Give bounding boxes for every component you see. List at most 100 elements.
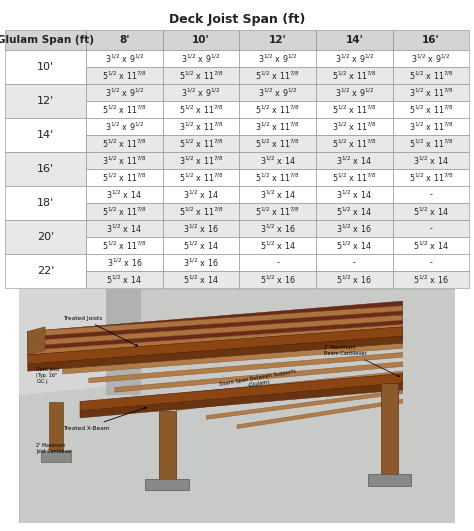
Bar bbox=[239, 254, 316, 271]
Bar bbox=[316, 84, 392, 101]
Polygon shape bbox=[41, 334, 403, 365]
Bar bbox=[392, 203, 469, 220]
Bar bbox=[5, 220, 86, 254]
Bar bbox=[163, 152, 239, 169]
Text: Beam Span Between Supports
(Glulam): Beam Span Between Supports (Glulam) bbox=[219, 369, 298, 393]
Bar bbox=[86, 152, 163, 169]
Bar bbox=[163, 203, 239, 220]
Bar bbox=[392, 237, 469, 254]
Bar bbox=[239, 30, 316, 50]
Polygon shape bbox=[27, 306, 403, 337]
Text: 3$^{1/2}$ x 14: 3$^{1/2}$ x 14 bbox=[337, 189, 372, 201]
Bar bbox=[163, 169, 239, 186]
Bar bbox=[239, 152, 316, 169]
Text: 22': 22' bbox=[36, 267, 54, 276]
Text: 14': 14' bbox=[346, 36, 363, 45]
Text: 5$^{1/2}$ x 11$^{7/8}$: 5$^{1/2}$ x 11$^{7/8}$ bbox=[255, 138, 300, 150]
Bar bbox=[86, 271, 163, 288]
Bar bbox=[5, 8, 469, 30]
Text: 2' Maximum
Joist Cantilever: 2' Maximum Joist Cantilever bbox=[36, 443, 73, 454]
Text: 3$^{1/2}$ x 14: 3$^{1/2}$ x 14 bbox=[107, 189, 142, 201]
Bar bbox=[163, 220, 239, 237]
Bar bbox=[392, 254, 469, 271]
Text: 5$^{1/2}$ x 11$^{7/8}$: 5$^{1/2}$ x 11$^{7/8}$ bbox=[179, 172, 223, 184]
Text: 5$^{1/2}$ x 11$^{7/8}$: 5$^{1/2}$ x 11$^{7/8}$ bbox=[332, 104, 377, 116]
Text: 3$^{1/2}$ x 16: 3$^{1/2}$ x 16 bbox=[107, 256, 142, 269]
Bar bbox=[86, 237, 163, 254]
Text: 3$^{1/2}$ x 9$^{1/2}$: 3$^{1/2}$ x 9$^{1/2}$ bbox=[258, 87, 297, 99]
Polygon shape bbox=[27, 327, 45, 355]
Bar bbox=[392, 50, 469, 67]
Bar bbox=[239, 237, 316, 254]
Text: 3$^{1/2}$ x 11$^{7/8}$: 3$^{1/2}$ x 11$^{7/8}$ bbox=[409, 87, 453, 99]
Bar bbox=[86, 30, 163, 50]
Bar bbox=[316, 271, 392, 288]
Polygon shape bbox=[27, 324, 403, 355]
Text: 5$^{1/2}$ x 11$^{7/8}$: 5$^{1/2}$ x 11$^{7/8}$ bbox=[255, 172, 300, 184]
Bar bbox=[163, 237, 239, 254]
Bar bbox=[163, 254, 239, 271]
Bar bbox=[316, 30, 392, 50]
Bar bbox=[163, 186, 239, 203]
Text: 5$^{1/2}$ x 14: 5$^{1/2}$ x 14 bbox=[413, 239, 449, 252]
Text: 5$^{1/2}$ x 11$^{7/8}$: 5$^{1/2}$ x 11$^{7/8}$ bbox=[332, 70, 377, 82]
Text: 3$^{1/2}$ x 14: 3$^{1/2}$ x 14 bbox=[260, 189, 295, 201]
Polygon shape bbox=[80, 373, 403, 411]
Text: 3$^{1/2}$ x 9$^{1/2}$: 3$^{1/2}$ x 9$^{1/2}$ bbox=[105, 53, 144, 65]
Bar bbox=[158, 411, 176, 481]
Bar bbox=[316, 101, 392, 118]
Bar bbox=[86, 254, 163, 271]
Text: 3$^{1/2}$ x 9$^{1/2}$: 3$^{1/2}$ x 9$^{1/2}$ bbox=[105, 87, 144, 99]
Bar bbox=[239, 220, 316, 237]
Text: 18': 18' bbox=[37, 199, 54, 208]
Bar bbox=[86, 135, 163, 152]
Bar bbox=[392, 67, 469, 84]
Text: 5$^{1/2}$ x 14: 5$^{1/2}$ x 14 bbox=[183, 239, 219, 252]
Bar bbox=[5, 30, 86, 50]
Text: 3$^{1/2}$ x 11$^{7/8}$: 3$^{1/2}$ x 11$^{7/8}$ bbox=[255, 121, 300, 133]
Text: Deck Joist Span (ft): Deck Joist Span (ft) bbox=[169, 13, 305, 25]
Bar bbox=[392, 135, 469, 152]
Bar bbox=[239, 135, 316, 152]
Text: 3$^{1/2}$ x 11$^{7/8}$: 3$^{1/2}$ x 11$^{7/8}$ bbox=[332, 121, 377, 133]
Bar bbox=[86, 220, 163, 237]
Bar bbox=[392, 220, 469, 237]
Text: -: - bbox=[353, 259, 356, 267]
Polygon shape bbox=[89, 353, 403, 383]
Text: 5$^{1/2}$ x 14: 5$^{1/2}$ x 14 bbox=[337, 205, 372, 218]
Bar bbox=[316, 50, 392, 67]
Text: 5$^{1/2}$ x 16: 5$^{1/2}$ x 16 bbox=[413, 273, 449, 286]
Text: 5$^{1/2}$ x 11$^{7/8}$: 5$^{1/2}$ x 11$^{7/8}$ bbox=[102, 205, 146, 218]
Text: 20': 20' bbox=[37, 233, 54, 242]
Text: 5$^{1/2}$ x 11$^{7/8}$: 5$^{1/2}$ x 11$^{7/8}$ bbox=[102, 70, 146, 82]
Bar bbox=[146, 478, 189, 490]
Bar bbox=[239, 169, 316, 186]
Text: 5$^{1/2}$ x 11$^{7/8}$: 5$^{1/2}$ x 11$^{7/8}$ bbox=[102, 239, 146, 252]
Text: 5$^{1/2}$ x 14: 5$^{1/2}$ x 14 bbox=[413, 205, 449, 218]
Polygon shape bbox=[146, 371, 403, 401]
Text: 3$^{1/2}$ x 11$^{7/8}$: 3$^{1/2}$ x 11$^{7/8}$ bbox=[179, 121, 223, 133]
Text: 5$^{1/2}$ x 14: 5$^{1/2}$ x 14 bbox=[183, 273, 219, 286]
Text: 5$^{1/2}$ x 11$^{7/8}$: 5$^{1/2}$ x 11$^{7/8}$ bbox=[255, 104, 300, 116]
Bar bbox=[239, 84, 316, 101]
Text: 3$^{1/2}$ x 16: 3$^{1/2}$ x 16 bbox=[183, 222, 219, 235]
Bar bbox=[239, 203, 316, 220]
Text: 5$^{1/2}$ x 11$^{7/8}$: 5$^{1/2}$ x 11$^{7/8}$ bbox=[332, 172, 377, 184]
Text: 3$^{1/2}$ x 14: 3$^{1/2}$ x 14 bbox=[107, 222, 142, 235]
Text: 3$^{1/2}$ x 14: 3$^{1/2}$ x 14 bbox=[260, 155, 295, 167]
Bar bbox=[5, 50, 86, 84]
Bar bbox=[86, 169, 163, 186]
Text: 8': 8' bbox=[119, 36, 129, 45]
Bar bbox=[392, 30, 469, 50]
Polygon shape bbox=[237, 399, 403, 429]
Bar bbox=[41, 451, 71, 463]
Text: Glulam Span (ft): Glulam Span (ft) bbox=[0, 36, 94, 45]
Bar bbox=[163, 67, 239, 84]
Text: -: - bbox=[429, 191, 432, 199]
Bar bbox=[86, 50, 163, 67]
Text: 5$^{1/2}$ x 11$^{7/8}$: 5$^{1/2}$ x 11$^{7/8}$ bbox=[255, 205, 300, 218]
Text: 5$^{1/2}$ x 11$^{7/8}$: 5$^{1/2}$ x 11$^{7/8}$ bbox=[409, 104, 453, 116]
Text: -: - bbox=[429, 259, 432, 267]
Text: Deck Joist
(Typ. 16"
O.C.): Deck Joist (Typ. 16" O.C.) bbox=[36, 367, 60, 384]
Bar bbox=[163, 50, 239, 67]
